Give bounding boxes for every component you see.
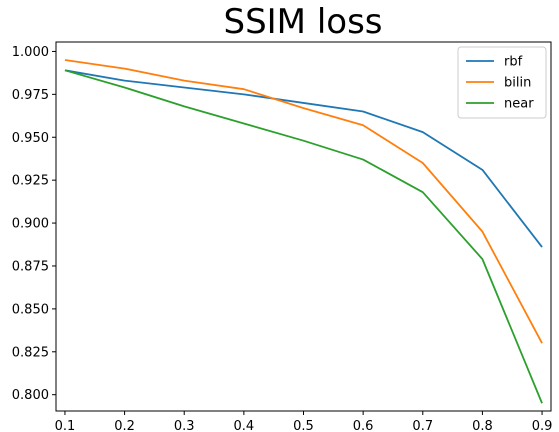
- y-axis: 0.800 0.825 0.850 0.875 0.900 0.925 0.950 0.975…: [12, 45, 56, 403]
- plot-lines: [64, 59, 543, 404]
- y-tick-label: 1.000: [12, 45, 49, 60]
- x-tick-label: 0.5: [293, 419, 314, 432]
- x-tick-label: 0.8: [472, 419, 493, 432]
- x-tick-label: 0.7: [412, 419, 433, 432]
- x-axis: 0.1 0.2 0.3 0.4 0.5 0.6 0.7 0.8 0.9: [55, 411, 553, 432]
- series-line-near: [64, 69, 543, 404]
- y-tick-label: 0.950: [12, 131, 49, 146]
- y-tick-label: 0.825: [12, 345, 49, 360]
- legend-label-rbf: rbf: [504, 55, 523, 70]
- y-tick-label: 0.900: [12, 217, 49, 232]
- legend: rbf bilin near: [457, 46, 547, 119]
- legend-label-near: near: [504, 97, 534, 112]
- y-tick-label: 0.975: [12, 88, 49, 103]
- x-tick-label: 0.2: [114, 419, 135, 432]
- y-tick-label: 0.850: [12, 302, 49, 317]
- x-tick-label: 0.6: [353, 419, 374, 432]
- x-tick-label: 0.4: [234, 419, 255, 432]
- x-tick-label: 0.9: [532, 419, 553, 432]
- legend-label-bilin: bilin: [504, 76, 531, 91]
- x-tick-label: 0.3: [174, 419, 195, 432]
- x-tick-label: 0.1: [55, 419, 76, 432]
- y-tick-label: 0.800: [12, 388, 49, 403]
- series-line-bilin: [64, 59, 543, 344]
- y-tick-label: 0.925: [12, 174, 49, 189]
- series-line-rbf: [64, 69, 543, 248]
- chart-title: SSIM loss: [223, 2, 382, 42]
- legend-box: [457, 46, 547, 119]
- y-tick-label: 0.875: [12, 259, 49, 274]
